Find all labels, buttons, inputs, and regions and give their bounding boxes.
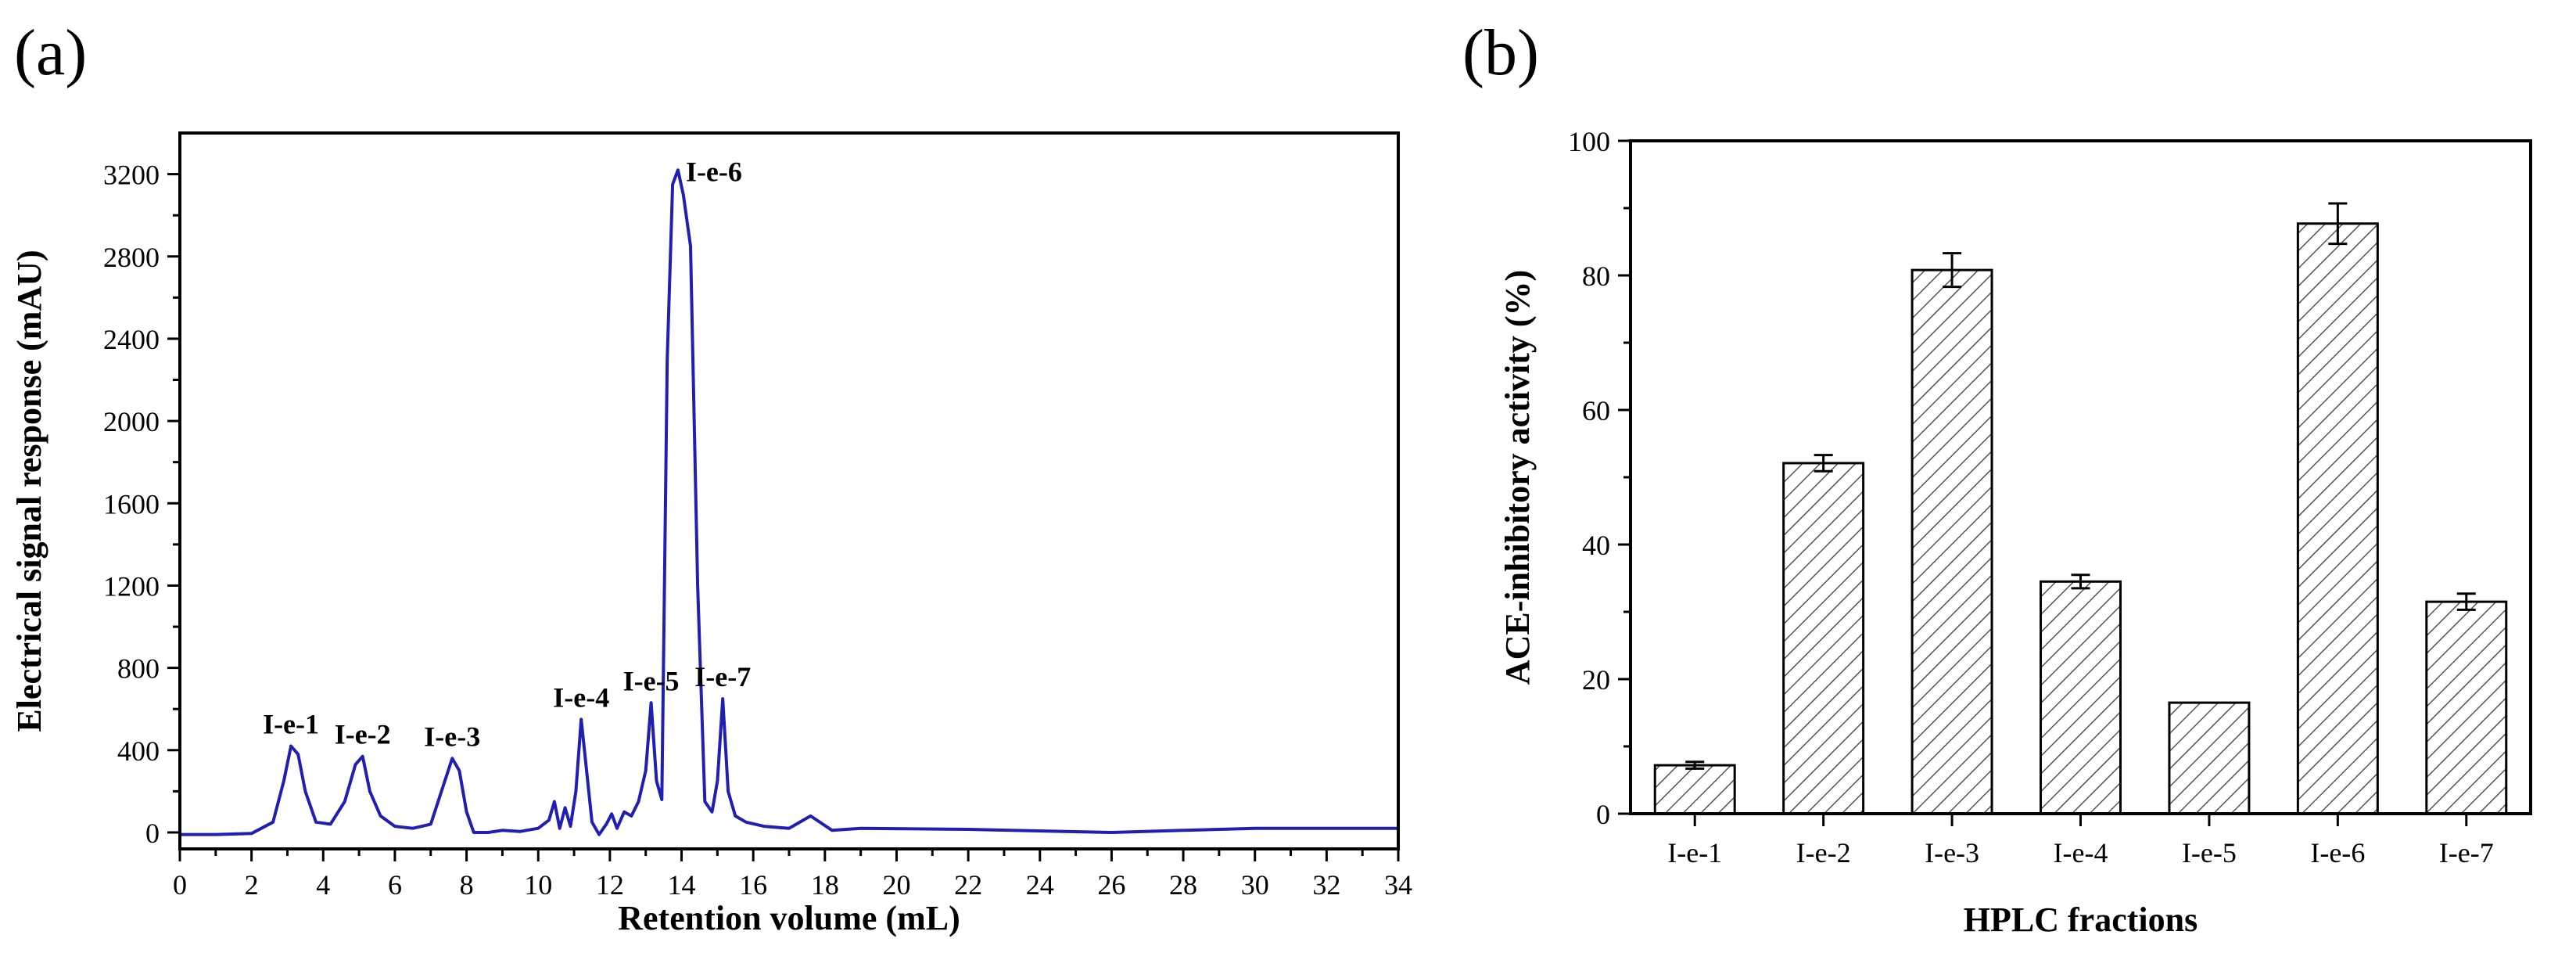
x-tick-label: I-e-3 xyxy=(1925,837,1979,868)
peak-label: I-e-4 xyxy=(553,681,609,713)
x-tick-label: 20 xyxy=(882,869,910,901)
x-tick-label: I-e-4 xyxy=(2054,837,2108,868)
bar-I-e-5 xyxy=(2168,701,2251,815)
x-tick-label: I-e-5 xyxy=(2182,837,2237,868)
x-tick-label: I-e-7 xyxy=(2439,837,2494,868)
chromatogram-x-axis-title: Retention volume (mL) xyxy=(618,899,960,937)
x-tick-label: 4 xyxy=(316,869,330,901)
y-tick-label: 100 xyxy=(1568,126,1610,157)
x-tick-label: 26 xyxy=(1097,869,1125,901)
bar-I-e-1 xyxy=(1653,764,1736,815)
x-tick-label: 22 xyxy=(954,869,982,901)
bar-I-e-6 xyxy=(2296,222,2379,815)
panel-label-b: (b) xyxy=(1462,16,1539,89)
x-tick-label: 2 xyxy=(245,869,259,901)
y-tick-label: 0 xyxy=(145,818,160,849)
peak-label: I-e-2 xyxy=(335,719,391,750)
y-tick-label: 60 xyxy=(1582,395,1610,426)
ace-activity-y-axis-title: ACE-inhibitory activity (%) xyxy=(1498,270,1537,685)
chromatogram-ticks: 0 2 4 6 8 10 12 14 16 18 20 22 24 26 28 30 32 34040080012… xyxy=(103,160,1412,901)
bar-I-e-2 xyxy=(1782,462,1865,815)
chromatogram-peak-labels: I-e-1 I-e-2 I-e-3 I-e-4 I-e-5 I-e-6 I-e-7 xyxy=(263,156,751,752)
bar-I-e-7 xyxy=(2425,600,2508,815)
y-tick-label: 1600 xyxy=(103,488,160,520)
x-tick-label: 28 xyxy=(1169,869,1197,901)
y-tick-label: 2400 xyxy=(103,324,160,355)
x-tick-label: I-e-2 xyxy=(1796,837,1851,868)
ace-activity-ticks: 0 20 40 60 80 100 I-e-1 I-e-2 I-e-3 I-e-4 I-e-5 I-e… xyxy=(1568,126,2494,868)
x-tick-label: 6 xyxy=(388,869,402,901)
x-tick-label: I-e-1 xyxy=(1667,837,1722,868)
x-tick-label: 0 xyxy=(173,869,187,901)
bar-I-e-3 xyxy=(1910,268,1993,815)
chromatogram-axes-frame xyxy=(178,131,1400,850)
y-tick-label: 2800 xyxy=(103,242,160,273)
y-tick-label: 40 xyxy=(1582,530,1610,561)
peak-label: I-e-1 xyxy=(263,709,319,740)
y-tick-label: 2000 xyxy=(103,406,160,437)
peak-label: I-e-3 xyxy=(424,721,480,752)
x-tick-label: 30 xyxy=(1241,869,1269,901)
x-tick-label: 16 xyxy=(739,869,767,901)
ace-activity-bars xyxy=(1653,202,2508,815)
y-tick-label: 3200 xyxy=(103,160,160,191)
chromatogram-chart: 0 2 4 6 8 10 12 14 16 18 20 22 24 26 28 30 32 34040080012… xyxy=(10,131,1412,937)
ace-activity-axes-frame xyxy=(1629,139,2532,815)
y-tick-label: 400 xyxy=(117,735,160,767)
y-tick-label: 20 xyxy=(1582,664,1610,696)
x-tick-label: 14 xyxy=(668,869,696,901)
y-tick-label: 1200 xyxy=(103,570,160,602)
y-tick-label: 0 xyxy=(1596,799,1610,830)
x-tick-label: 18 xyxy=(811,869,839,901)
ace-activity-chart: 0 20 40 60 80 100 I-e-1 I-e-2 I-e-3 I-e-4 I-e-5 I-e… xyxy=(1498,126,2532,939)
panel-label-a: (a) xyxy=(14,16,87,89)
bar-I-e-4 xyxy=(2040,580,2122,815)
peak-label: I-e-7 xyxy=(694,661,751,692)
chromatogram-y-axis-title: Electrical signal response (mAU) xyxy=(10,250,48,732)
x-tick-label: 34 xyxy=(1384,869,1412,901)
x-tick-label: I-e-6 xyxy=(2310,837,2365,868)
y-tick-label: 80 xyxy=(1582,261,1610,292)
x-tick-label: 8 xyxy=(460,869,474,901)
y-tick-label: 800 xyxy=(117,653,160,685)
chromatogram-trace xyxy=(180,168,1398,836)
peak-label: I-e-6 xyxy=(686,156,742,187)
x-tick-label: 12 xyxy=(596,869,624,901)
ace-activity-x-axis-title: HPLC fractions xyxy=(1964,901,2197,939)
peak-label: I-e-5 xyxy=(623,665,680,696)
x-tick-label: 10 xyxy=(524,869,552,901)
x-tick-label: 24 xyxy=(1026,869,1054,901)
x-tick-label: 32 xyxy=(1312,869,1340,901)
